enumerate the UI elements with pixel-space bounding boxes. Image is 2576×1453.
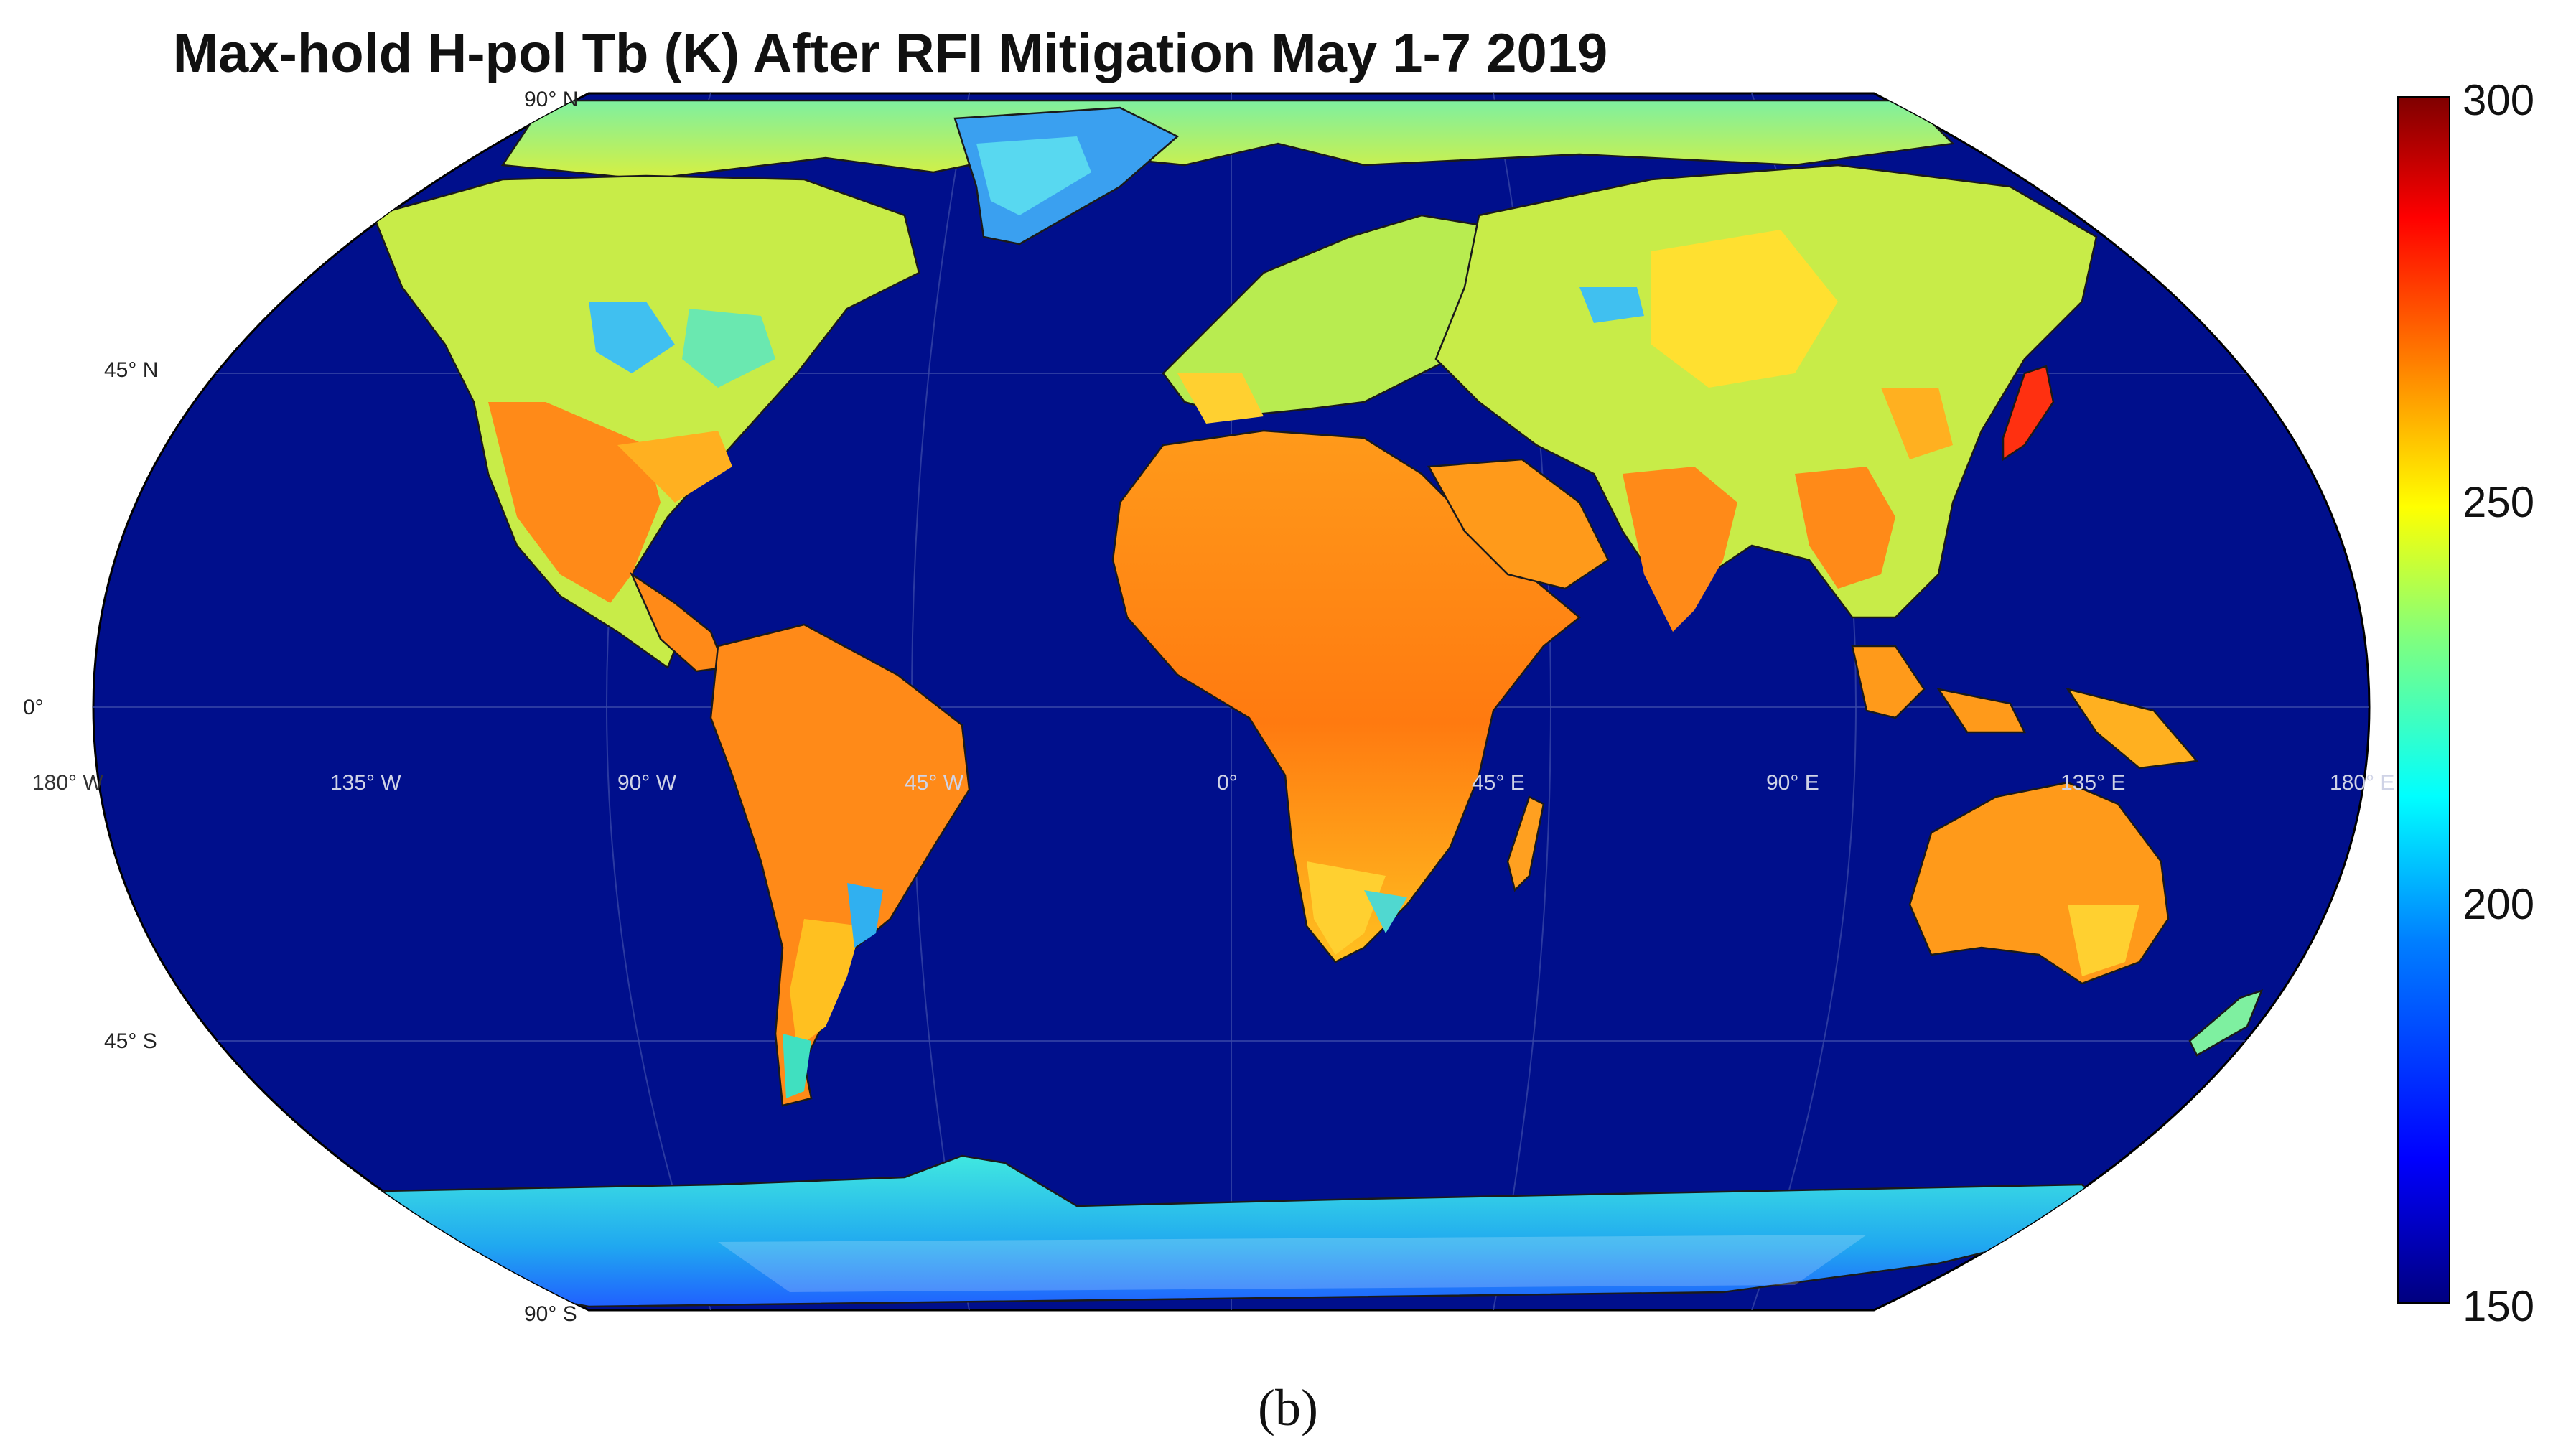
- lon-label-180e: 180° E: [2330, 771, 2394, 795]
- lon-label-90e: 90° E: [1766, 771, 1819, 795]
- figure-caption: (b): [1258, 1379, 1318, 1436]
- lon-label-45w: 45° W: [905, 771, 964, 795]
- lat-label-45n: 45° N: [104, 358, 158, 382]
- new-zealand: [2188, 989, 2264, 1057]
- lat-label-90n: 90° N: [524, 88, 578, 111]
- lon-label-180w: 180° W: [32, 771, 103, 795]
- south-america: [709, 623, 971, 1107]
- lon-label-45e: 45° E: [1472, 771, 1525, 795]
- japan: [2002, 365, 2055, 462]
- colorbar-gradient: [2397, 96, 2450, 1304]
- colorbar-tick-150: 150: [2463, 1282, 2534, 1330]
- arabia: [1427, 458, 1610, 590]
- lat-label-0: 0°: [23, 696, 44, 719]
- lon-label-135w: 135° W: [330, 771, 401, 795]
- colorbar-tick-250: 250: [2463, 478, 2534, 526]
- colorbar: 300 250 200 150: [2397, 76, 2534, 1330]
- lon-label-90w: 90° W: [617, 771, 677, 795]
- colorbar-tick-300: 300: [2463, 76, 2534, 124]
- madagascar: [1506, 795, 1545, 892]
- map-panel: 90° N 45° N 0° 45° S 90° S 180° W 135° W…: [23, 88, 2394, 1326]
- colorbar-tick-200: 200: [2463, 880, 2534, 928]
- lon-label-0: 0°: [1217, 771, 1238, 795]
- lon-label-135e: 135° E: [2061, 771, 2125, 795]
- lat-label-45s: 45° S: [104, 1029, 157, 1053]
- lat-label-90s: 90° S: [524, 1302, 577, 1326]
- africa: [1111, 429, 1581, 963]
- southeast-asia-islands: [1851, 645, 1926, 719]
- asia: [1434, 164, 2098, 620]
- chart-title: Max-hold H-pol Tb (K) After RFI Mitigati…: [173, 23, 1608, 84]
